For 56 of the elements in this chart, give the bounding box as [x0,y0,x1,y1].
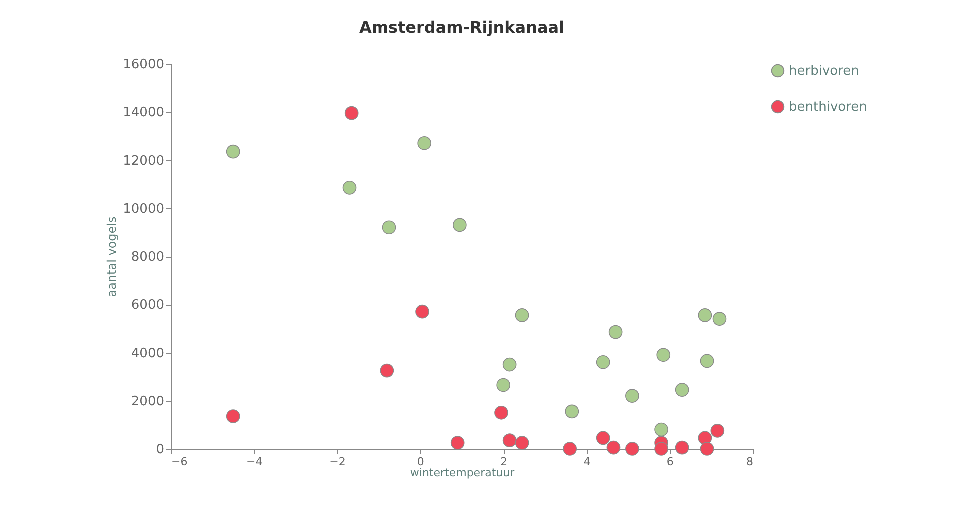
point [450,436,465,450]
point [654,422,668,437]
point [712,312,727,326]
y-tick-label: 14000 [123,106,164,121]
point [342,181,357,195]
x-tick-label: 8 [746,456,754,468]
point [675,440,690,455]
point [416,304,430,319]
point [606,440,621,455]
point [418,136,432,150]
point [654,442,668,456]
point [382,220,396,235]
x-tick-label: 0 [417,456,424,468]
y-tick-label: 8000 [131,250,164,265]
x-tick-label: 4 [584,456,591,468]
point [596,431,610,446]
point [496,378,510,392]
point [344,106,359,120]
y-tick-label: 0 [156,442,164,458]
point [502,434,517,448]
point [710,424,725,438]
point [453,218,467,232]
point [698,308,712,322]
legend-label: benthivoren [789,100,868,115]
x-tick-label: −6 [172,456,188,468]
point [675,383,690,397]
y-tick-label: 4000 [131,346,164,362]
x-tick-label: −2 [330,456,346,468]
y-tick-label: 12000 [123,154,164,169]
point [515,308,530,322]
point [226,144,240,159]
y-tick-label: 2000 [131,394,164,410]
point [596,355,610,370]
point [494,406,508,420]
point [626,442,640,456]
chart-title: Amsterdam-Rijnkanaal [359,18,565,37]
point [608,325,623,340]
y-axis-title: aantal vogels [105,216,120,298]
x-tick-label: 2 [500,456,508,468]
x-tick-label: 6 [666,456,674,468]
point [656,348,671,362]
y-tick-label: 6000 [131,298,164,314]
point [565,404,580,419]
y-tick-label: 16000 [123,58,164,72]
point [502,358,517,372]
point [226,410,240,424]
point [563,442,578,456]
x-tick-label: −4 [246,456,263,468]
x-axis-title: wintertemperatuur [410,466,516,480]
point [380,364,394,378]
point [515,436,530,450]
legend-label: herbivoren [789,64,860,79]
y-tick-label: 10000 [123,202,164,217]
point [700,354,714,368]
point [626,389,640,403]
point [700,442,714,456]
